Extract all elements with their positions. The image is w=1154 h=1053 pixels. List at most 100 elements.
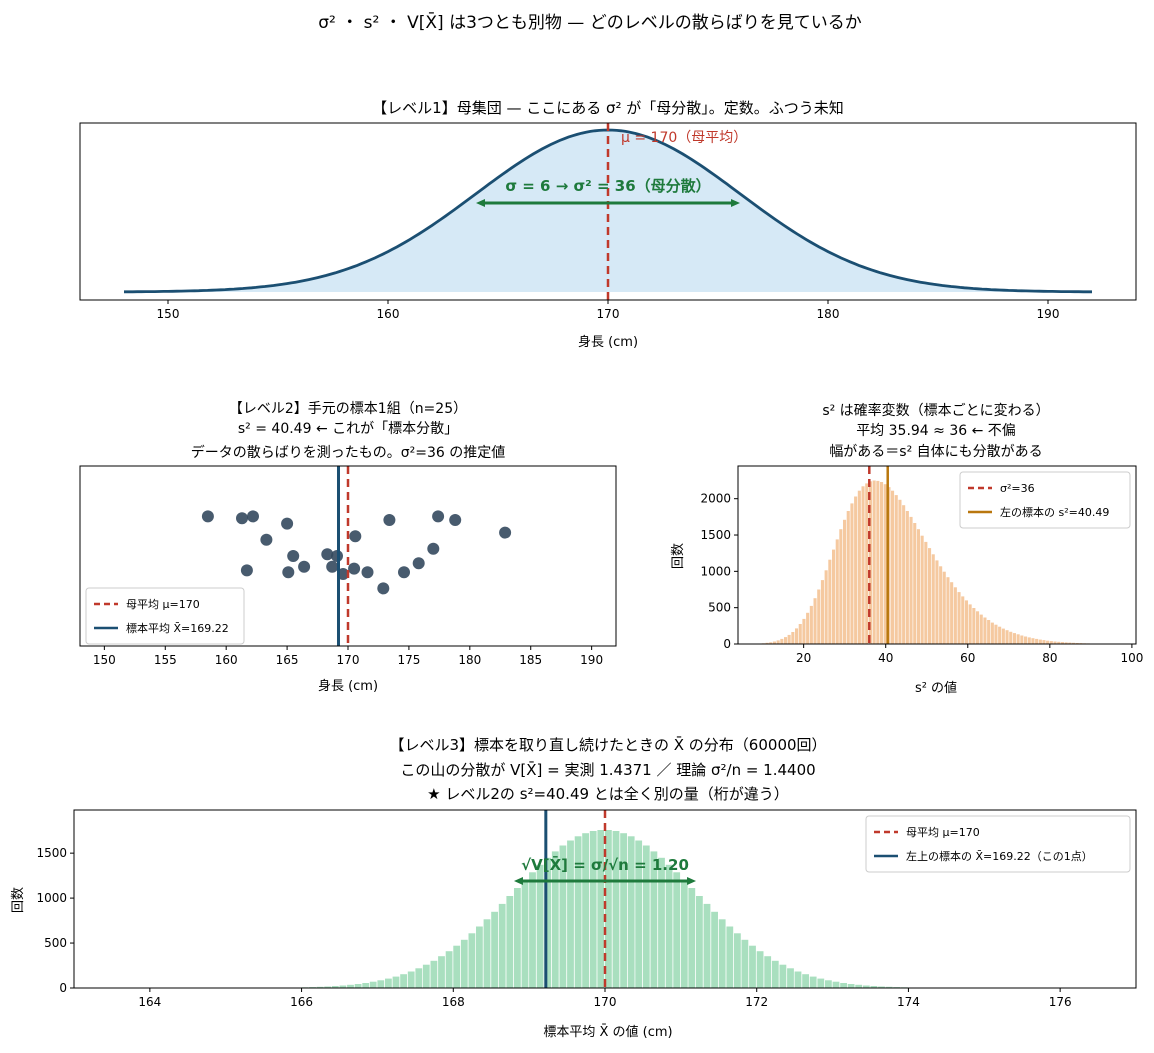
- sample-title-line2: s² = 40.49 ← これが「標本分散」: [238, 421, 458, 437]
- s2-ytick-label: 1000: [700, 564, 731, 578]
- s2-histogram-bar: [861, 486, 865, 644]
- xbar-xtick-label: 168: [442, 995, 465, 1009]
- population-xtick-label: 180: [817, 307, 840, 321]
- sample-point: [321, 548, 334, 561]
- xbar-histogram-bar: [468, 933, 476, 988]
- s2-histogram-bar: [780, 638, 784, 644]
- sample-xtick-label: 170: [337, 653, 360, 667]
- s2-histogram-bar: [806, 612, 810, 644]
- s2-histogram-bar: [1020, 635, 1024, 644]
- s2-ytick-label: 1500: [700, 528, 731, 542]
- s2-distribution-panel: s² は確率変数（標本ごとに変わる） 平均 35.94 ≈ 36 ← 不偏 幅が…: [671, 402, 1143, 696]
- xbar-histogram-bar: [642, 845, 650, 988]
- figure-title: σ² ・ s² ・ V[X̄] は3つとも別物 — どのレベルの散らばりを見てい…: [318, 11, 861, 33]
- xbar-histogram-bar: [362, 983, 370, 988]
- sample-legend-box: [85, 587, 245, 645]
- sample-point: [412, 557, 425, 570]
- xbar-histogram-bar: [339, 985, 347, 988]
- s2-histogram-bar: [872, 480, 876, 644]
- s2-histogram-bar: [1001, 628, 1005, 644]
- s2-histogram-bar: [1035, 638, 1039, 644]
- sigma-label: σ = 6 → σ² = 36（母分散）: [505, 177, 710, 195]
- xbar-legend-label: 母平均 μ=170: [906, 826, 980, 839]
- xbar-histogram-bar: [665, 864, 673, 988]
- xbar-xtick-label: 164: [138, 995, 161, 1009]
- s2-histogram-bar: [913, 523, 917, 644]
- xbar-histogram-bar: [620, 833, 627, 988]
- xbar-histogram-bar: [536, 864, 544, 988]
- xbar-histogram-bar: [529, 872, 536, 988]
- sample-point: [260, 533, 273, 546]
- xbar-histogram-bar: [430, 960, 438, 988]
- population-xlabel: 身長 (cm): [578, 334, 638, 350]
- s2-histogram-bar: [850, 503, 854, 644]
- xbar-histogram-bar: [726, 926, 734, 988]
- xbar-ytick-label: 1500: [36, 846, 67, 860]
- xbar-histogram-bar: [316, 986, 324, 988]
- sample-xtick-label: 150: [93, 653, 116, 667]
- s2-xtick-label: 40: [878, 651, 893, 665]
- s2-histogram-bar: [1046, 640, 1050, 644]
- s2-legend-box: [959, 471, 1131, 529]
- s2-histogram-bar: [839, 529, 843, 644]
- s2-histogram-bar: [843, 519, 847, 644]
- s2-histogram-bar: [942, 571, 946, 644]
- xbar-histogram-bar: [779, 964, 787, 988]
- s2-histogram-bar: [891, 490, 895, 644]
- xbar-histogram-bar: [650, 851, 658, 988]
- sample-point: [432, 510, 445, 523]
- s2-histogram-bar: [846, 511, 850, 644]
- xbar-legend-box: [865, 815, 1131, 873]
- xbar-histogram-bar: [627, 836, 635, 988]
- sample-point: [287, 550, 300, 562]
- s2-histogram-bar: [880, 482, 884, 644]
- xbar-histogram-bar: [817, 978, 825, 988]
- s2-histogram-bar: [835, 539, 839, 644]
- s2-ytick-label: 0: [723, 637, 731, 651]
- s2-ytick-label: 500: [708, 601, 731, 615]
- xbar-title-line2: この山の分散が V[X̄] = 実測 1.4371 ／ 理論 σ²/n = 1.…: [400, 760, 815, 779]
- xbar-histogram-bar: [764, 956, 772, 988]
- s2-xlabel: s² の値: [915, 680, 957, 696]
- xbar-histogram-bar: [385, 978, 392, 988]
- sample-title-line1: 【レベル2】手元の標本1組（n=25）: [229, 401, 467, 417]
- sample-point: [361, 566, 374, 579]
- xbar-histogram-bar: [635, 840, 643, 988]
- xbar-histogram-bar: [589, 831, 597, 988]
- s2-xtick-label: 60: [960, 651, 975, 665]
- xbar-histogram-bar: [680, 880, 688, 988]
- xbar-histogram-bar: [840, 983, 847, 988]
- xbar-ytick-label: 500: [44, 936, 67, 950]
- xbar-title-line3: ★ レベル2の s²=40.49 とは全く別の量（桁が違う）: [427, 785, 789, 803]
- xbar-histogram-bar: [802, 974, 809, 988]
- xbar-histogram-bar: [605, 830, 612, 988]
- s2-histogram-bar: [979, 614, 983, 644]
- sample-xlabel: 身長 (cm): [318, 678, 378, 694]
- xbar-histogram-bar: [862, 985, 870, 988]
- s2-histogram-bar: [909, 516, 913, 644]
- s2-histogram-bar: [928, 548, 932, 644]
- xbar-ytick-label: 0: [59, 981, 67, 995]
- s2-histogram-bar: [983, 617, 987, 644]
- xbar-histogram-bar: [415, 968, 423, 988]
- population-mean-label: μ = 170（母平均）: [621, 130, 747, 146]
- xbar-histogram-bar: [696, 896, 703, 988]
- xbar-histogram-bar: [809, 976, 817, 988]
- sample-panel: 【レベル2】手元の標本1組（n=25） s² = 40.49 ← これが「標本分…: [79, 401, 617, 694]
- s2-histogram-bar: [950, 582, 954, 644]
- sigma-arrow-head-right: [731, 199, 740, 207]
- xbar-histogram-bar: [855, 984, 863, 988]
- xbar-histogram-bar: [612, 831, 620, 988]
- xbar-histogram-bar: [544, 857, 552, 988]
- s2-histogram-bar: [924, 541, 928, 644]
- s2-histogram-bar: [765, 642, 769, 644]
- sample-point: [298, 560, 311, 573]
- sample-point: [281, 517, 294, 530]
- xbar-histogram-bar: [771, 960, 779, 988]
- xbar-histogram-bar: [460, 939, 468, 988]
- xbar-histogram-bar: [574, 836, 582, 988]
- s2-histogram-bar: [972, 608, 976, 644]
- s2-histogram-bar: [798, 624, 802, 644]
- s2-histogram-bar: [1016, 634, 1020, 644]
